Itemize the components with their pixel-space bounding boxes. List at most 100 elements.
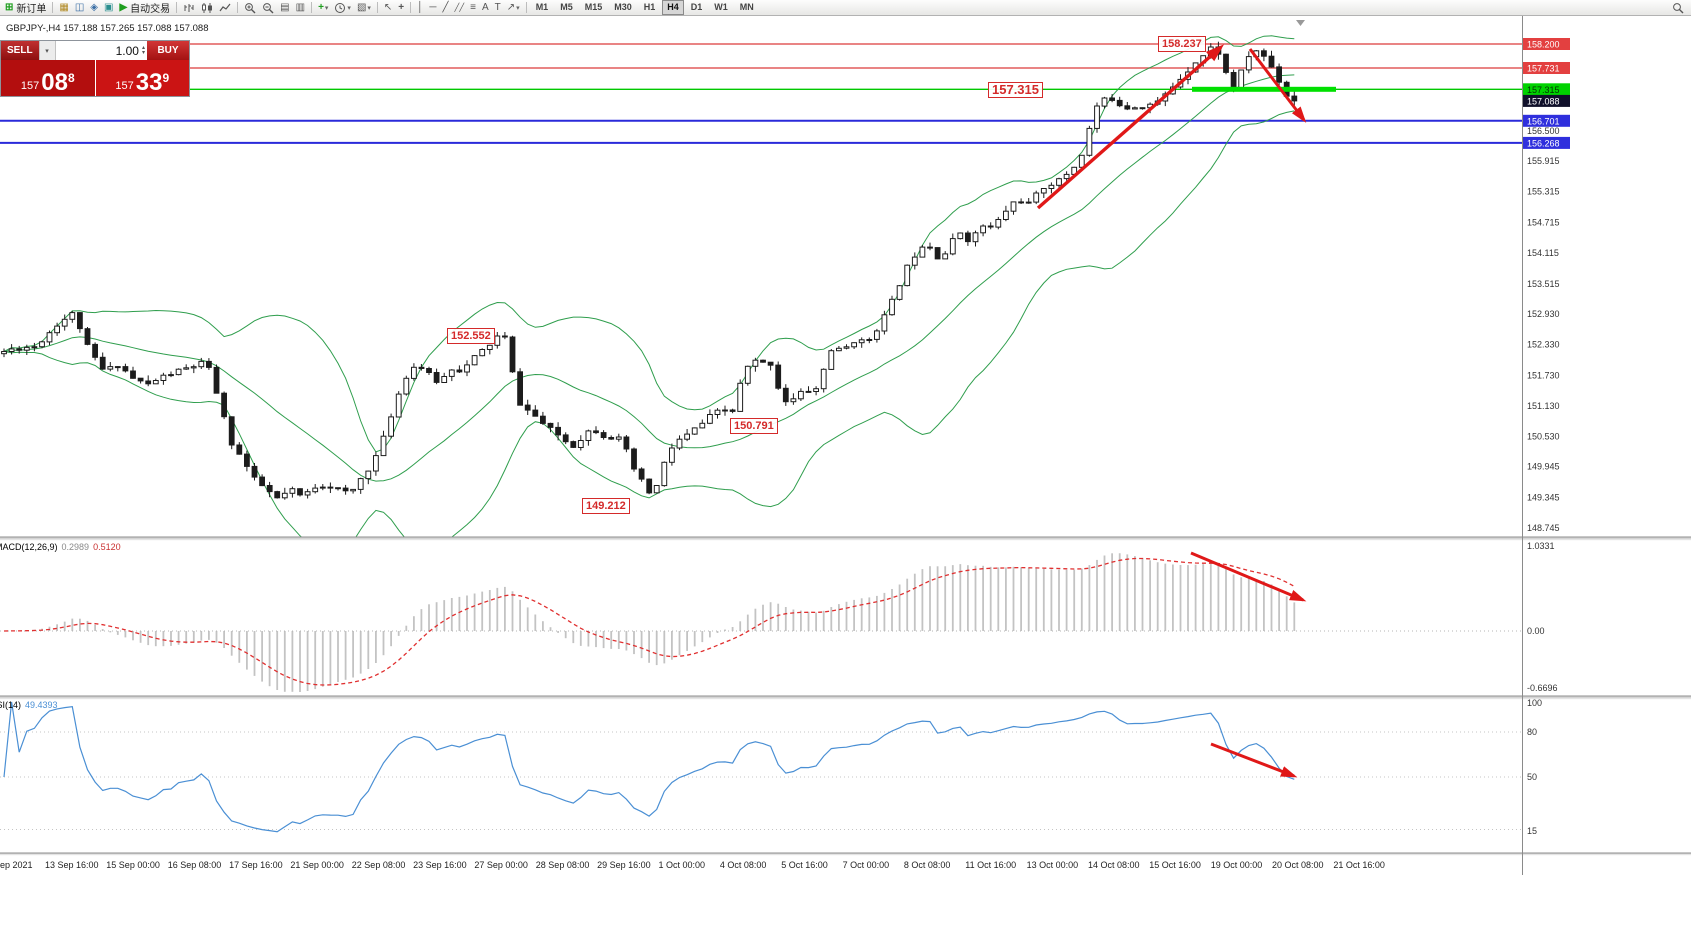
- tile-windows-button[interactable]: ▤: [277, 1, 292, 15]
- time-axis[interactable]: [0, 855, 1522, 876]
- time-label: 15 Sep 00:00: [106, 860, 160, 870]
- price-tick-label: 151.130: [1527, 401, 1560, 411]
- line-chart-button[interactable]: [216, 1, 234, 15]
- price-annotation[interactable]: 149.212: [582, 498, 630, 514]
- volume-spinner[interactable]: ▴ ▾: [141, 44, 145, 56]
- price-tick-label: 154.715: [1527, 217, 1560, 227]
- sell-price-button[interactable]: 157 08 8: [1, 60, 96, 96]
- navigator-button[interactable]: ◈: [87, 1, 101, 15]
- price-tick-label: 148.745: [1527, 523, 1560, 533]
- macd-scale-label: 1.0331: [1527, 541, 1555, 551]
- periods-button[interactable]: ▾: [331, 1, 354, 15]
- market-watch-button[interactable]: ▦: [56, 1, 71, 15]
- volume-preset-dropdown[interactable]: ▾: [38, 41, 56, 60]
- price-scale[interactable]: [1523, 16, 1691, 853]
- timeframe-m1[interactable]: M1: [535, 2, 549, 12]
- terminal-icon: ▣: [104, 1, 114, 13]
- chevron-down-icon: ▾: [367, 4, 371, 12]
- volume-input[interactable]: 1.00 ▴ ▾: [55, 41, 147, 60]
- candlestick-icon: [202, 2, 213, 13]
- candles: [1, 41, 1298, 500]
- candlestick-button[interactable]: [198, 1, 216, 15]
- new-order-button[interactable]: ⊞ 新订单: [5, 1, 47, 16]
- time-label: 23 Sep 16:00: [413, 860, 467, 870]
- timeframe-mn[interactable]: MN: [739, 2, 754, 12]
- trend-arrow[interactable]: [1248, 48, 1307, 123]
- svg-text:157.731: 157.731: [1527, 64, 1560, 74]
- timeframe-d1[interactable]: D1: [690, 2, 703, 12]
- label-tool-button[interactable]: T: [492, 1, 504, 15]
- price-annotation[interactable]: 150.791: [730, 418, 778, 434]
- buy-price-button[interactable]: 157 33 9: [95, 60, 189, 96]
- time-label: 27 Sep 00:00: [474, 860, 528, 870]
- trend-arrow[interactable]: [1036, 44, 1225, 210]
- market-watch-icon: ▦: [59, 1, 69, 13]
- buy-button[interactable]: BUY: [147, 41, 189, 60]
- templates-icon: ▧: [356, 1, 367, 13]
- timeframe-m30[interactable]: M30: [614, 2, 632, 12]
- time-label: 13 Sep 16:00: [45, 860, 99, 870]
- autotrading-icon: ▶: [119, 1, 128, 13]
- timeframe-m15[interactable]: M15: [584, 2, 603, 12]
- crosshair-button[interactable]: +: [395, 1, 407, 15]
- text-tool-button[interactable]: A: [479, 1, 492, 15]
- price-tag-red: 158.200: [1523, 38, 1570, 50]
- price-tick-label: 156.500: [1527, 126, 1560, 136]
- search-button[interactable]: [1669, 1, 1687, 15]
- navigator-icon: ◈: [90, 1, 98, 13]
- chart-canvas[interactable]: 156.500 155.915 155.315 154.715 154.115 153.5…: [0, 16, 1691, 942]
- timeframe-h1[interactable]: H1: [643, 2, 656, 12]
- rsi-scale-label: 15: [1527, 826, 1537, 836]
- time-label: 14 Oct 08:00: [1088, 860, 1140, 870]
- cascade-windows-button[interactable]: ▥: [293, 1, 308, 15]
- channel-button[interactable]: ╱╱: [452, 1, 468, 15]
- toolbar-separator: [410, 2, 412, 13]
- data-window-button[interactable]: ◫: [72, 1, 87, 15]
- panel-separator[interactable]: [0, 696, 1691, 699]
- price-annotation[interactable]: 157.315: [988, 82, 1043, 98]
- sell-price-big: 08: [41, 69, 68, 96]
- price-tick-label: 151.730: [1527, 370, 1560, 380]
- trend-arrow[interactable]: [1190, 551, 1307, 602]
- bar-chart-button[interactable]: [180, 1, 198, 15]
- sell-button[interactable]: SELL: [1, 41, 39, 60]
- timeframe-h4[interactable]: H4: [662, 0, 684, 15]
- time-label: 21 Sep 00:00: [290, 860, 344, 870]
- trendline-icon: ╱: [442, 1, 449, 13]
- fibonacci-button[interactable]: ≡: [467, 1, 479, 15]
- buy-price-pip: 9: [162, 71, 170, 85]
- rsi-line: [3, 701, 1295, 833]
- panel-separator[interactable]: [0, 537, 1691, 540]
- one-click-trading-panel: SELL ▾ 1.00 ▴ ▾ BUY 157 08 8 157 33 9: [0, 40, 190, 97]
- price-tag-red: 157.731: [1523, 62, 1570, 74]
- time-label: 19 Oct 00:00: [1211, 860, 1263, 870]
- chart-shift-marker[interactable]: [1296, 20, 1305, 26]
- trend-arrow[interactable]: [1210, 742, 1298, 778]
- support-zone-segment[interactable]: [1192, 86, 1336, 92]
- trendline-button[interactable]: ╱: [439, 1, 451, 15]
- templates-button[interactable]: ▧ ▾: [354, 1, 374, 15]
- zoom-out-button[interactable]: [259, 1, 277, 15]
- horizontal-line-button[interactable]: ─: [426, 1, 439, 15]
- tile-windows-icon: ▤: [280, 1, 290, 13]
- price-tick-label: 155.315: [1527, 187, 1560, 197]
- zoom-in-button[interactable]: [241, 1, 259, 15]
- price-annotation[interactable]: 152.552: [447, 328, 495, 344]
- timeframe-m5[interactable]: M5: [560, 2, 573, 12]
- panel-separator[interactable]: [0, 853, 1691, 855]
- price-annotation[interactable]: 158.237: [1158, 36, 1206, 52]
- timeframe-w1[interactable]: W1: [714, 2, 728, 12]
- vertical-line-button[interactable]: │: [414, 1, 426, 15]
- data-window-icon: ◫: [74, 1, 85, 13]
- text-tool-icon: A: [482, 1, 489, 13]
- time-label: 17 Sep 16:00: [229, 860, 283, 870]
- arrows-tool-button[interactable]: ↗ ▾: [504, 1, 523, 15]
- autotrading-button[interactable]: ▶ 自动交易: [119, 1, 171, 16]
- svg-text:156.701: 156.701: [1527, 116, 1560, 126]
- price-tag-blue: 156.701: [1523, 114, 1570, 127]
- cursor-button[interactable]: ↖: [381, 1, 395, 15]
- crosshair-icon: +: [398, 1, 405, 13]
- terminal-button[interactable]: ▣: [101, 1, 116, 15]
- zoom-out-icon: [263, 2, 274, 13]
- indicators-button[interactable]: + ▾: [315, 1, 331, 15]
